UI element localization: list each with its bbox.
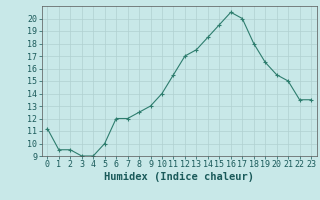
X-axis label: Humidex (Indice chaleur): Humidex (Indice chaleur) <box>104 172 254 182</box>
